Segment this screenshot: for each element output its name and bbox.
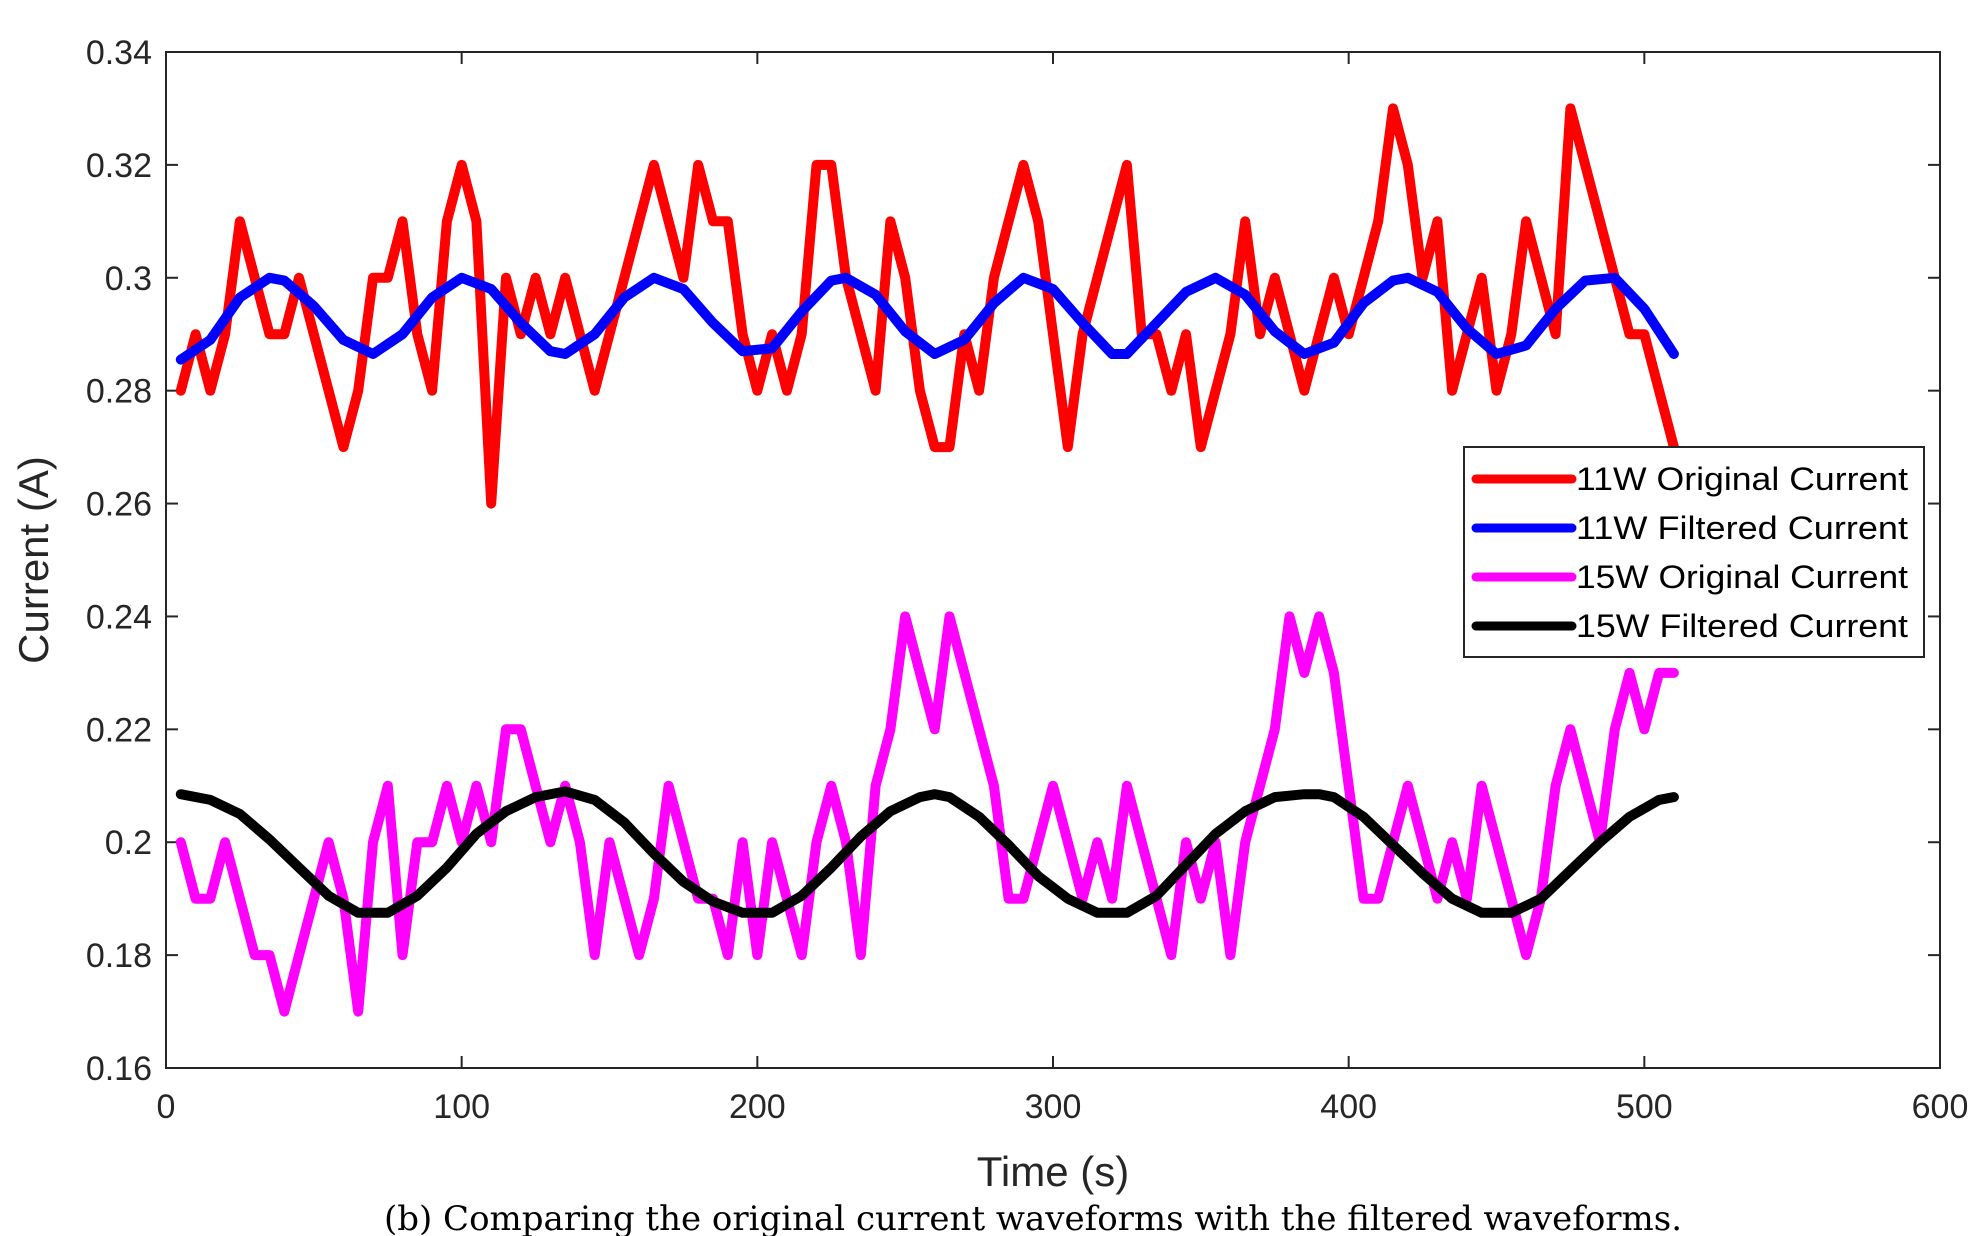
legend-label: 11W Original Current [1576, 461, 1908, 497]
x-tick-label: 100 [433, 1088, 490, 1126]
y-tick-label: 0.2 [105, 824, 152, 862]
y-axis-label: Current (A) [10, 456, 57, 664]
y-tick-label: 0.24 [86, 598, 152, 636]
legend-label: 15W Original Current [1576, 559, 1908, 595]
series-line-15w-filtered-current [175, 786, 1679, 918]
plot-frame [165, 51, 1941, 1069]
y-tick-label: 0.16 [86, 1050, 152, 1088]
y-tick-label: 0.28 [86, 373, 152, 411]
series-line-11w-filtered-current [175, 272, 1679, 365]
x-tick-label: 200 [729, 1088, 786, 1126]
y-tick-label: 0.32 [86, 147, 152, 185]
series-lines [175, 103, 1679, 1017]
y-tick-label: 0.3 [105, 260, 152, 298]
x-tick-label: 600 [1912, 1088, 1969, 1126]
x-axis-label: Time (s) [977, 1148, 1129, 1195]
legend-label: 11W Filtered Current [1576, 510, 1908, 546]
legend-items: 11W Original Current 11W Filtered Current… [1471, 461, 1908, 644]
legend-label: 15W Filtered Current [1576, 608, 1908, 644]
y-tick-label: 0.26 [86, 486, 152, 524]
y-tick-label: 0.22 [86, 711, 152, 749]
y-tick-label: 0.18 [86, 937, 152, 975]
figure-caption: (b) Comparing the original current wavef… [384, 1199, 1682, 1236]
x-tick-label: 300 [1025, 1088, 1082, 1126]
series-line-15w-original-current [175, 611, 1679, 1017]
y-tick-labels: 0.16 0.18 0.2 0.22 0.24 0.26 0.28 0.3 0.32 0.34 [86, 34, 152, 1088]
x-tick-label: 400 [1320, 1088, 1377, 1126]
x-tick-label: 0 [157, 1088, 176, 1126]
x-tick-label: 500 [1616, 1088, 1673, 1126]
x-tick-labels: 0 100 200 300 400 500 600 [157, 1088, 1969, 1126]
y-tick-label: 0.34 [86, 34, 152, 72]
series-line-11w-original-current [175, 103, 1679, 509]
legend: 11W Original Current 11W Filtered Current… [1463, 446, 1925, 658]
